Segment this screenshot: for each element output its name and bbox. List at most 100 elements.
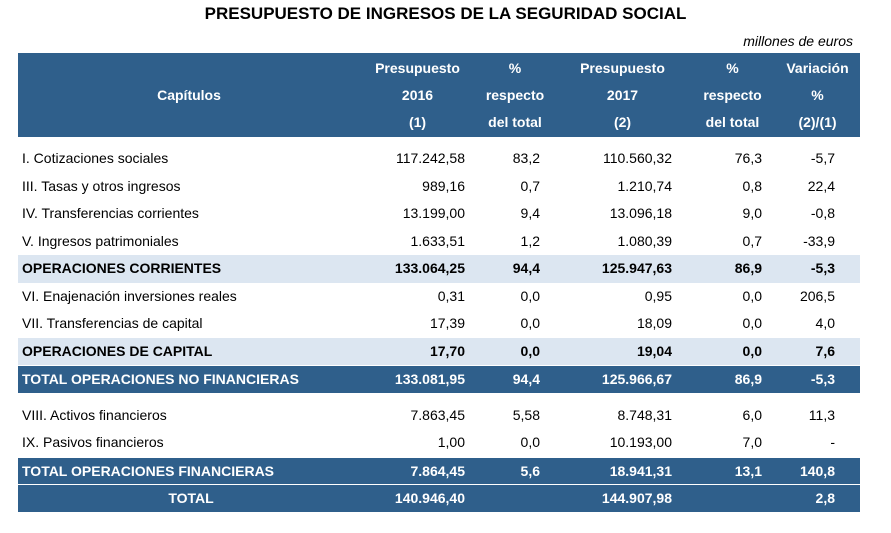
- table-row: IX. Pasivos financieros 1,00 0,0 10.193,00 7…: [18, 429, 860, 457]
- row-value: -33,9: [803, 232, 835, 249]
- row-value: 13,1: [734, 462, 762, 479]
- row-value: 86,9: [734, 260, 762, 276]
- row-value: 86,9: [734, 371, 762, 387]
- row-value: -0,8: [810, 205, 835, 221]
- row-value: 10.193,00: [609, 434, 672, 450]
- header-cell: Capítulos: [18, 53, 360, 137]
- header-line: (1): [408, 113, 427, 130]
- row-value: 5,58: [512, 406, 540, 423]
- header-line: Capítulos: [157, 86, 221, 103]
- row-label: IV. Transferencias corrientes: [22, 205, 199, 221]
- row-value: 8.748,31: [617, 406, 673, 423]
- row-value: 1,00: [437, 434, 465, 450]
- title: PRESUPUESTO DE INGRESOS DE LA SEGURIDAD …: [204, 4, 687, 23]
- row-value: 1.080,39: [617, 232, 673, 249]
- header-line: %: [726, 59, 739, 76]
- row-label: OPERACIONES CORRIENTES: [22, 260, 222, 276]
- row-value: 76,3: [734, 150, 762, 166]
- table-row: OPERACIONES CORRIENTES 133.064,25 94,4 125.…: [18, 255, 860, 283]
- row-value: 144.907,98: [601, 490, 672, 506]
- row-value: 19,04: [636, 342, 672, 359]
- row-label: OPERACIONES DE CAPITAL: [22, 342, 213, 359]
- row-label: III. Tasas y otros ingresos: [22, 177, 181, 194]
- header-line: %: [508, 59, 522, 76]
- row-label: TOTAL OPERACIONES FINANCIERAS: [22, 462, 275, 479]
- header-line: 2017: [606, 86, 639, 103]
- row-value: 1,2: [520, 232, 540, 249]
- row-label: VI. Enajenación inversiones reales: [22, 287, 237, 304]
- row-label: V. Ingresos patrimoniales: [22, 232, 179, 249]
- row-label: I. Cotizaciones sociales: [22, 150, 169, 166]
- row-value: 140.946,40: [394, 490, 465, 506]
- row-value: 989,16: [422, 177, 465, 194]
- table-row: VI. Enajenación inversiones reales 0,31 0,…: [18, 283, 860, 311]
- row-value: 125.966,67: [601, 371, 672, 387]
- row-value: 17,70: [429, 342, 465, 359]
- row-value: 2,8: [815, 490, 835, 506]
- header-line: Variación: [786, 59, 849, 76]
- row-value: 0,0: [742, 287, 762, 304]
- row-value: 94,4: [512, 260, 540, 276]
- table-row: V. Ingresos patrimoniales 1.633,51 1,2 1.08…: [18, 228, 860, 256]
- table-row: VIII. Activos financieros 7.863,45 5,58 8.7…: [18, 402, 860, 430]
- header-line: Presupuesto: [580, 59, 665, 76]
- row-value: -: [830, 434, 835, 450]
- table-row: I. Cotizaciones sociales 117.242,58 83,2 11…: [18, 145, 860, 173]
- row-value: -5,3: [810, 371, 835, 387]
- row-value: 9,0: [742, 205, 762, 221]
- row-value: 0,95: [644, 287, 672, 304]
- table-row: TOTAL OPERACIONES NO FINANCIERAS 133.081,…: [18, 365, 860, 393]
- row-value: 0,8: [742, 177, 762, 194]
- row-value: 83,2: [512, 150, 540, 166]
- row-value: 140,8: [799, 462, 835, 479]
- row-value: 125.947,63: [601, 260, 672, 276]
- row-value: 0,0: [520, 342, 540, 359]
- row-value: 6,0: [742, 406, 762, 423]
- row-value: 9,4: [520, 205, 540, 221]
- table-row: IV. Transferencias corrientes 13.199,00 9,…: [18, 200, 860, 228]
- header-line: Presupuesto: [375, 59, 460, 76]
- row-value: 0,31: [437, 287, 465, 304]
- row-value: 7.863,45: [410, 406, 466, 423]
- table-row: TOTAL OPERACIONES FINANCIERAS 7.864,45 5,6…: [18, 456, 860, 484]
- header-cell: Presupuesto 2016 (1): [360, 53, 475, 137]
- header-cell: % respecto del total: [690, 53, 775, 137]
- row-value: 18,09: [636, 315, 672, 331]
- header-cell: % respecto del total: [475, 53, 555, 137]
- row-value: 1.633,51: [410, 232, 466, 249]
- row-value: 133.064,25: [394, 260, 465, 276]
- table-row: III. Tasas y otros ingresos 989,16 0,7 1.21…: [18, 173, 860, 201]
- header-line: respecto: [703, 86, 762, 103]
- unit-note: millones de euros: [743, 33, 853, 49]
- row-value: 0,0: [742, 342, 762, 359]
- table-header: [18, 53, 860, 137]
- header-line: del total: [705, 113, 760, 130]
- header-line: 2016: [401, 86, 434, 103]
- row-value: -5,3: [810, 260, 835, 276]
- row-value: 0,7: [520, 177, 540, 194]
- row-value: 7,0: [742, 434, 762, 450]
- row-label: IX. Pasivos financieros: [22, 434, 164, 450]
- row-value: 0,0: [520, 315, 540, 331]
- row-value: 0,0: [520, 287, 540, 304]
- row-value: -5,7: [810, 150, 835, 166]
- row-label: VII. Transferencias de capital: [22, 315, 203, 331]
- row-value: 0,0: [520, 434, 540, 450]
- table-row: VII. Transferencias de capital 17,39 0,0 18…: [18, 310, 860, 338]
- row-value: 110.560,32: [602, 150, 672, 166]
- row-value: 13.096,18: [609, 205, 672, 221]
- row-value: 0,7: [742, 232, 762, 249]
- header-cell: Variación% (2)/(1): [775, 53, 860, 137]
- row-value: 18.941,31: [609, 462, 672, 479]
- row-value: 5,6: [520, 462, 540, 479]
- header-line: (2)/(1): [798, 113, 837, 130]
- table-row: TOTAL 140.946,40 144.907,98 2,8: [18, 484, 860, 512]
- row-value: 7.864,45: [410, 462, 466, 479]
- row-value: 117.242,58: [395, 150, 465, 166]
- row-value: 11,3: [808, 406, 835, 423]
- header-line: respecto: [485, 86, 545, 103]
- header-line: %: [811, 86, 824, 103]
- row-value: 94,4: [512, 371, 540, 387]
- row-value: 22,4: [807, 177, 835, 194]
